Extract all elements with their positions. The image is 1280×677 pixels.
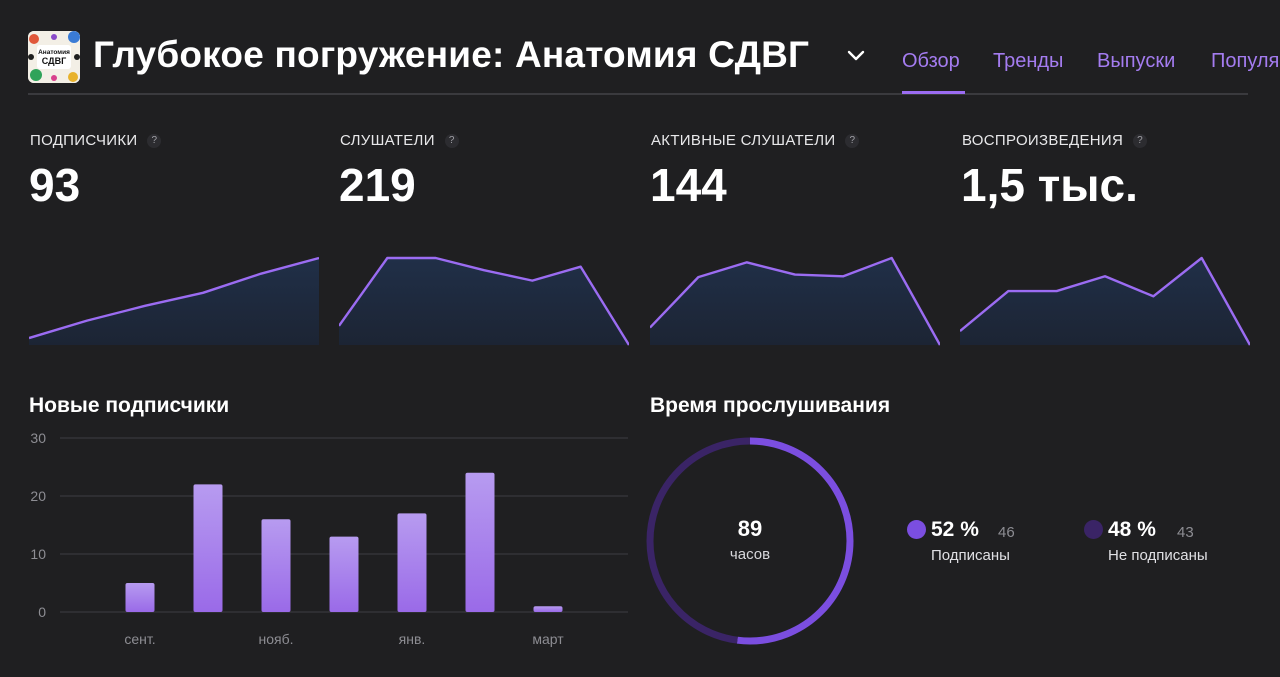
x-tick-label: нояб. <box>258 631 293 647</box>
sparkline-plays <box>960 256 1250 346</box>
tab-overview[interactable]: Обзор <box>902 50 960 72</box>
tab-popular[interactable]: Популя <box>1211 50 1280 72</box>
cover-text-line1: Анатомия <box>38 49 70 56</box>
x-tick-label: сент. <box>124 631 155 647</box>
stat-value-followers: 93 <box>29 159 81 211</box>
y-tick-label: 20 <box>30 488 46 504</box>
bar <box>125 583 155 612</box>
sparkline-area <box>650 258 940 345</box>
bar <box>193 484 223 612</box>
stat-value-listeners: 219 <box>339 159 416 211</box>
donut-segment-not-subscribed <box>646 437 854 645</box>
legend-label-not-subscribed: Не подписаны <box>1108 547 1208 564</box>
legend-dot-not-subscribed <box>1084 520 1103 539</box>
header-divider <box>28 93 1248 95</box>
bar <box>261 519 291 612</box>
stat-label-active-listeners: АКТИВНЫЕ СЛУШАТЕЛИ? <box>651 132 860 149</box>
help-icon[interactable]: ? <box>845 134 860 148</box>
legend-count-not-subscribed: 43 <box>1177 524 1194 541</box>
podcast-cover-art: Анатомия СДВГ <box>28 31 80 83</box>
stat-label-followers: ПОДПИСЧИКИ? <box>30 132 162 149</box>
tab-episodes[interactable]: Выпуски <box>1097 50 1176 72</box>
active-tab-indicator <box>902 91 965 94</box>
stat-label-text: ВОСПРОИЗВЕДЕНИЯ <box>962 132 1124 149</box>
sparkline-line <box>650 256 940 346</box>
sparkline-area <box>29 258 319 345</box>
legend-count-subscribed: 46 <box>998 524 1015 541</box>
y-tick-label: 0 <box>38 604 46 620</box>
sparkline-line <box>339 256 629 346</box>
stat-label-text: ПОДПИСЧИКИ <box>30 132 138 149</box>
sparkline-line <box>29 256 319 340</box>
tab-trends[interactable]: Тренды <box>993 50 1064 72</box>
x-tick-label: янв. <box>399 631 426 647</box>
legend-percent-not-subscribed: 48 % <box>1108 518 1156 541</box>
stat-label-listeners: СЛУШАТЕЛИ? <box>340 132 459 149</box>
x-tick-label: март <box>532 631 564 647</box>
bar <box>465 472 495 612</box>
listening-time-unit: часов <box>729 546 771 563</box>
legend-label-subscribed: Подписаны <box>931 547 1010 564</box>
stat-label-text: АКТИВНЫЕ СЛУШАТЕЛИ <box>651 132 836 149</box>
help-icon[interactable]: ? <box>444 134 459 148</box>
listening-time-title: Время прослушивания <box>650 394 891 417</box>
sparkline-area <box>960 258 1250 345</box>
help-icon[interactable]: ? <box>147 134 162 148</box>
help-icon[interactable]: ? <box>1133 134 1148 148</box>
new-followers-bar-chart: 0 10 20 30 сент. нояб. янв. март <box>30 430 628 647</box>
sparkline-area <box>339 258 629 345</box>
stat-label-text: СЛУШАТЕЛИ <box>340 132 435 149</box>
sparkline-listeners <box>339 256 629 346</box>
stat-value-plays: 1,5 тыс. <box>961 159 1138 211</box>
legend-percent-subscribed: 52 % <box>931 518 979 541</box>
bar <box>533 606 563 612</box>
listening-time-total: 89 <box>737 516 763 541</box>
legend-dot-subscribed <box>907 520 926 539</box>
bar <box>329 536 359 612</box>
sparkline-active-listeners <box>650 256 940 346</box>
y-tick-label: 10 <box>30 546 46 562</box>
listening-time-donut <box>646 437 854 645</box>
podcast-title: Глубокое погружение: Анатомия СДВГ <box>93 34 810 75</box>
y-tick-label: 30 <box>30 430 46 446</box>
bar <box>397 513 427 612</box>
cover-text-line2: СДВГ <box>42 56 66 66</box>
sparkline-followers <box>29 256 319 345</box>
podcast-cover-image[interactable]: Анатомия СДВГ <box>28 31 80 83</box>
stat-label-plays: ВОСПРОИЗВЕДЕНИЯ? <box>962 132 1148 149</box>
chevron-down-icon[interactable] <box>845 44 867 66</box>
stat-value-active-listeners: 144 <box>650 159 727 211</box>
sparkline-line <box>960 256 1250 346</box>
new-followers-title: Новые подписчики <box>29 394 230 417</box>
